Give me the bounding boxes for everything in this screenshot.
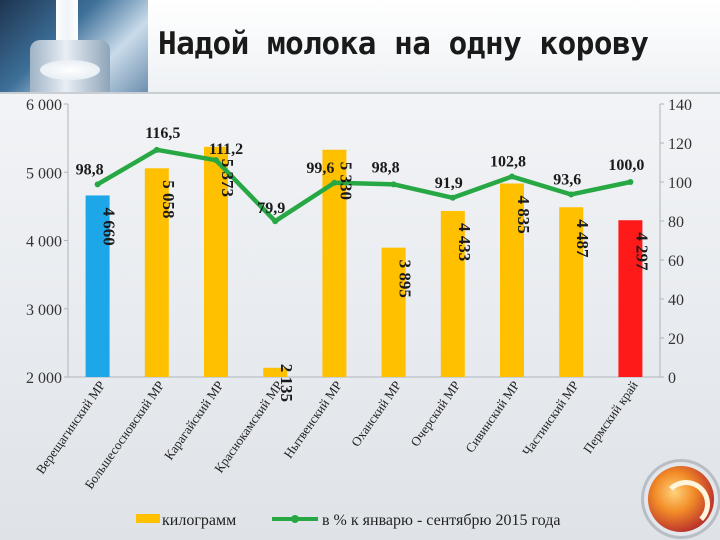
- y-left-tick-label: 6 000: [26, 97, 62, 114]
- line-point: [509, 173, 515, 180]
- line-point: [213, 157, 219, 164]
- bar-value-label: 3 895: [396, 260, 415, 298]
- y-left-tick-label: 2 000: [26, 370, 62, 387]
- line-value-label: 99,6: [306, 160, 334, 177]
- bar: [500, 183, 524, 377]
- bar: [440, 210, 465, 377]
- y-right-tick-label: 60: [668, 253, 684, 270]
- y-right-tick-label: 20: [668, 331, 684, 348]
- y-right-tick-label: 120: [668, 136, 692, 153]
- bar-value-label: 4 433: [455, 223, 474, 261]
- y-right-tick-label: 100: [668, 175, 692, 192]
- line-value-label: 79,9: [257, 200, 285, 217]
- page-title: Надой молока на одну корову: [158, 26, 649, 62]
- bar: [144, 168, 169, 377]
- line-point: [153, 146, 160, 153]
- bar: [618, 220, 643, 377]
- bar-value-label: 2 135: [277, 364, 296, 402]
- category-label: Оханский МР: [348, 378, 404, 449]
- line-value-label: 91,9: [435, 175, 463, 192]
- category-label: Пермский край: [580, 378, 641, 456]
- line-series: [94, 146, 634, 225]
- chart-axes: 2 000 3 000 4 000 5 000 6 000 0 20 40 60 80 100 120…: [26, 97, 692, 387]
- bar-series: [85, 146, 643, 377]
- percent-line: [96, 147, 631, 224]
- y-left-tick-label: 4 000: [26, 234, 62, 251]
- bar-value-label: 4 297: [632, 232, 651, 271]
- category-label: Частинский МР: [519, 378, 582, 458]
- line-point: [272, 218, 279, 225]
- legend-bar-swatch: [136, 514, 160, 523]
- bar: [559, 207, 584, 377]
- legend-line-label: в % к январю - сентябрю 2015 года: [322, 512, 560, 529]
- legend: килограмм в % к январю - сентябрю 2015 го…: [136, 512, 560, 529]
- category-label: Сивинский МР: [462, 378, 522, 455]
- bar: [263, 367, 288, 377]
- bar: [381, 247, 406, 377]
- y-right-tick-label: 40: [668, 292, 684, 309]
- legend-bar-label: килограмм: [162, 512, 236, 529]
- y-left-tick-label: 5 000: [26, 165, 62, 182]
- bar-value-label: 4 660: [100, 207, 119, 245]
- bar-value-label: 4 835: [514, 196, 533, 234]
- line-point: [568, 191, 575, 198]
- corner-logo: [648, 466, 714, 532]
- line-value-label: 98,8: [76, 161, 104, 178]
- y-right-tick-label: 0: [668, 370, 676, 387]
- title-bar: [148, 0, 720, 92]
- line-value-label: 102,8: [490, 154, 526, 171]
- line-point: [94, 181, 101, 188]
- bar: [204, 146, 228, 377]
- bar: [85, 195, 110, 377]
- bar-value-label: 4 487: [573, 219, 592, 258]
- bar-value-label: 5 373: [218, 159, 237, 197]
- y-left-tick-label: 3 000: [26, 302, 62, 319]
- category-label: Краснокамский МР: [211, 378, 285, 475]
- line-point: [449, 194, 456, 201]
- category-label: Очерский МР: [407, 378, 463, 449]
- line-value-label: 93,6: [553, 171, 581, 188]
- category-label: Карагайский МР: [161, 378, 226, 462]
- line-value-label: 98,8: [372, 159, 400, 176]
- milk-photo: [0, 0, 148, 92]
- y-right-tick-label: 140: [668, 97, 692, 114]
- line-value-label: 100,0: [608, 157, 644, 174]
- line-point: [627, 179, 634, 185]
- line-point: [331, 179, 338, 186]
- bar-value-label: 5 058: [159, 180, 178, 218]
- y-right-tick-label: 80: [668, 214, 684, 231]
- header-divider: [0, 92, 720, 94]
- data-labels: 4 660 5 058 5 373 2 135 5 330 3 895 4 433 4 835…: [76, 125, 652, 402]
- line-point: [390, 181, 397, 188]
- line-value-label: 111,2: [209, 141, 243, 158]
- bar-value-label: 5 330: [336, 162, 355, 200]
- line-value-label: 116,5: [145, 125, 180, 142]
- milk-splash: [40, 60, 100, 80]
- legend-line-marker: [291, 515, 299, 523]
